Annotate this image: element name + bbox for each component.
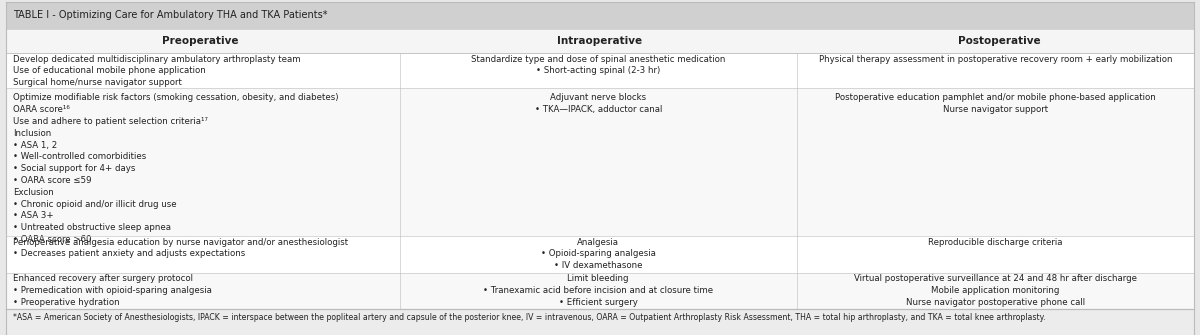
Bar [6, 53, 1194, 87]
Text: Postoperative education pamphlet and/or mobile phone-based application
Nurse nav: Postoperative education pamphlet and/or … [835, 93, 1156, 114]
Text: Standardize type and dose of spinal anesthetic medication
• Short-acting spinal : Standardize type and dose of spinal anes… [472, 55, 725, 75]
Bar [6, 87, 1194, 236]
Text: Postoperative: Postoperative [959, 36, 1040, 46]
Text: *ASA = American Society of Anesthesiologists, IPACK = interspace between the pop: *ASA = American Society of Anesthesiolog… [13, 313, 1046, 322]
Text: Perioperative analgesia education by nurse navigator and/or anesthesiologist
• D: Perioperative analgesia education by nur… [13, 238, 348, 258]
Text: Intraoperative: Intraoperative [558, 36, 642, 46]
Text: TABLE I - Optimizing Care for Ambulatory THA and TKA Patients*: TABLE I - Optimizing Care for Ambulatory… [13, 10, 328, 20]
Bar [6, 2, 1194, 29]
Text: Adjuvant nerve blocks
• TKA—IPACK, adductor canal: Adjuvant nerve blocks • TKA—IPACK, adduc… [534, 93, 662, 114]
Bar [6, 273, 1194, 309]
Text: Virtual postoperative surveillance at 24 and 48 hr after discharge
Mobile applic: Virtual postoperative surveillance at 24… [854, 274, 1136, 307]
Text: Physical therapy assessment in postoperative recovery room + early mobilization: Physical therapy assessment in postopera… [818, 55, 1172, 64]
Text: Enhanced recovery after surgery protocol
• Premedication with opioid-sparing ana: Enhanced recovery after surgery protocol… [13, 274, 212, 307]
Text: Analgesia
• Opioid-sparing analgesia
• IV dexamethasone: Analgesia • Opioid-sparing analgesia • I… [541, 238, 655, 270]
Bar [6, 236, 1194, 273]
Text: Preoperative: Preoperative [162, 36, 239, 46]
Text: Optimize modifiable risk factors (smoking cessation, obesity, and diabetes)
OARA: Optimize modifiable risk factors (smokin… [13, 93, 338, 244]
Text: Reproducible discharge criteria: Reproducible discharge criteria [928, 238, 1063, 247]
Bar [6, 309, 1194, 335]
Bar [6, 29, 1194, 53]
Text: Limit bleeding
• Tranexamic acid before incision and at closure time
• Efficient: Limit bleeding • Tranexamic acid before … [484, 274, 713, 307]
Text: Develop dedicated multidisciplinary ambulatory arthroplasty team
Use of educatio: Develop dedicated multidisciplinary ambu… [13, 55, 301, 87]
